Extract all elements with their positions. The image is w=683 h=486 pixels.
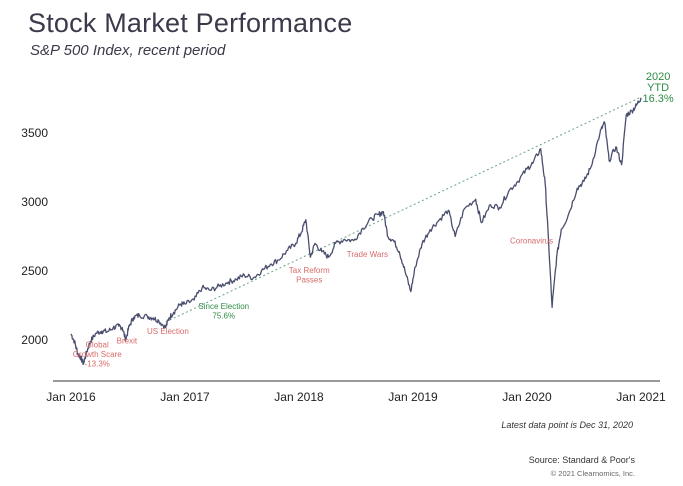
chart-title: Stock Market Performance [28, 8, 353, 38]
x-tick-label: Jan 2017 [160, 390, 210, 404]
annotation-label: Brexit [117, 336, 138, 345]
y-tick-label: 2500 [21, 264, 48, 278]
latest-data-note: Latest data point is Dec 31, 2020 [501, 420, 633, 430]
x-tick-label: Jan 2016 [46, 390, 96, 404]
trendline [165, 96, 642, 323]
annotation-label: Growth Scare [73, 350, 122, 359]
annotation-label: -13.3% [85, 360, 110, 369]
annotation-label: Coronavirus [510, 236, 553, 245]
y-tick-label: 2000 [21, 333, 48, 347]
x-tick-label: Jan 2019 [388, 390, 438, 404]
annotation-label: 2020 [646, 71, 670, 83]
source-note: Source: Standard & Poor's [528, 455, 635, 465]
x-tick-label: Jan 2018 [274, 390, 324, 404]
annotation-label: Tax Reform [289, 266, 330, 275]
annotation-label: Since Election [198, 302, 249, 311]
x-tick-label: Jan 2020 [502, 390, 552, 404]
annotation-label: YTD [647, 82, 669, 94]
y-tick-label: 3000 [21, 195, 48, 209]
annotation-label: 75.6% [212, 311, 235, 320]
annotation-label: Trade Wars [347, 250, 388, 259]
annotation-label: US Election [147, 327, 189, 336]
y-tick-label: 3500 [21, 126, 48, 140]
chart-subtitle: S&P 500 Index, recent period [30, 42, 226, 59]
series-line [70, 97, 642, 366]
annotation-label: Global [86, 341, 109, 350]
annotation-label: 16.3% [642, 93, 673, 105]
copyright-note: © 2021 Clearnomics, Inc. [550, 469, 635, 478]
x-tick-label: Jan 2021 [616, 390, 666, 404]
annotation-label: Passes [296, 276, 322, 285]
